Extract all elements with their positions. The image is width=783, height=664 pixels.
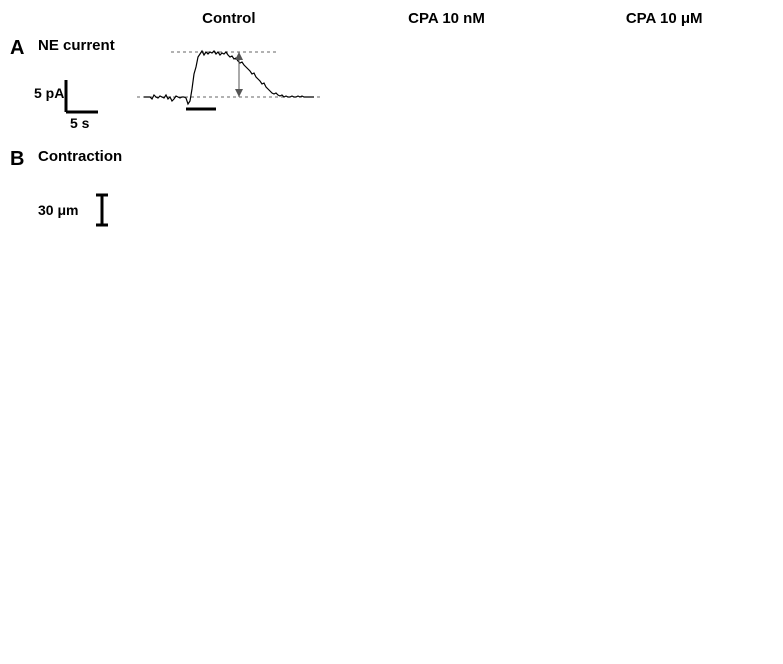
panel-b-letter: B: [10, 148, 34, 171]
panel-a-trace-control: [120, 37, 338, 127]
col-header-cpa10um: CPA 10 μM: [626, 10, 703, 27]
scale-y-label: 5 pA: [34, 85, 64, 101]
panel-b-trace-control: [120, 148, 338, 228]
panel-b-trace-cpa10nm: [338, 148, 556, 228]
figure: Control CPA 10 nM CPA 10 μM A NE current…: [10, 10, 773, 574]
panel-c: [10, 259, 382, 574]
panel-a-trace-cpa10um: [555, 37, 773, 127]
column-headers-row: Control CPA 10 nM CPA 10 μM: [10, 10, 773, 31]
scale-x-label: 5 s: [70, 115, 90, 131]
col-header-cpa10nm: CPA 10 nM: [408, 10, 485, 27]
panel-b-scalebar: 30 μm: [34, 189, 120, 249]
panel-a-row: A NE current 5 pA 5 s: [10, 37, 773, 142]
panel-a-title: NE current: [38, 37, 120, 54]
col-header-control: Control: [202, 10, 255, 27]
panel-b-row: B Contraction 30 μm: [10, 148, 773, 249]
panel-a-trace-cpa10nm: [338, 37, 556, 127]
panel-b-title: Contraction: [38, 148, 120, 165]
panel-d: [402, 259, 774, 574]
scale-b-label: 30 μm: [38, 202, 78, 218]
bottom-chart-row: [10, 259, 773, 574]
panel-b-trace-cpa10um: [555, 148, 773, 228]
panel-a-letter: A: [10, 37, 34, 60]
panel-a-scalebar: 5 pA 5 s: [34, 72, 114, 142]
